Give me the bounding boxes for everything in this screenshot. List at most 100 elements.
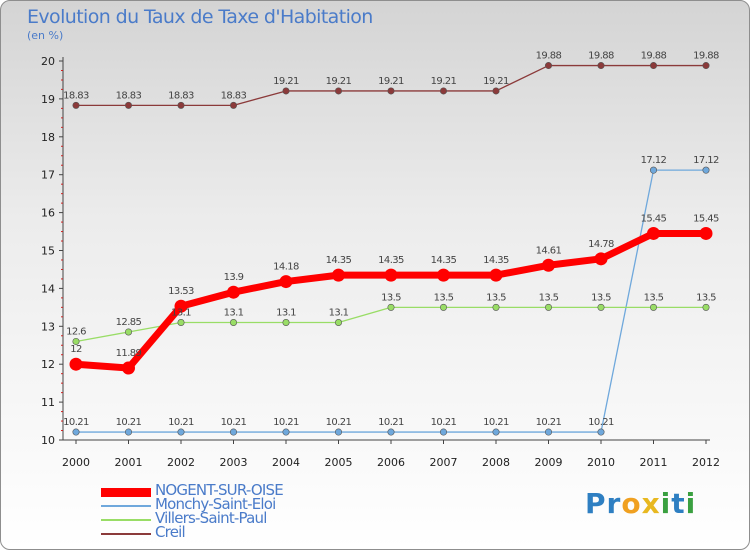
data-label: 14.78 bbox=[588, 239, 614, 250]
data-point bbox=[72, 101, 80, 109]
data-point bbox=[125, 101, 133, 109]
x-tick-label: 2001 bbox=[115, 456, 143, 469]
data-label: 13.1 bbox=[329, 308, 349, 319]
data-label: 12 bbox=[70, 344, 82, 355]
data-point bbox=[177, 319, 185, 327]
data-label: 19.21 bbox=[378, 76, 404, 87]
data-label: 10.21 bbox=[63, 417, 89, 428]
data-label: 15.45 bbox=[641, 213, 667, 224]
data-point bbox=[334, 87, 342, 95]
logo-letter: t bbox=[671, 487, 686, 520]
data-label: 10.21 bbox=[273, 417, 299, 428]
data-label: 17.12 bbox=[641, 155, 667, 166]
data-point bbox=[72, 337, 80, 345]
logo-letter: x bbox=[641, 487, 661, 520]
data-label: 13.1 bbox=[171, 308, 191, 319]
data-point bbox=[439, 87, 447, 95]
data-label: 19.21 bbox=[431, 76, 457, 87]
data-label: 13.5 bbox=[486, 292, 506, 303]
x-tick-label: 2012 bbox=[692, 456, 720, 469]
data-point bbox=[227, 285, 240, 299]
data-point bbox=[387, 428, 395, 436]
data-label: 14.18 bbox=[273, 262, 299, 273]
legend-swatch bbox=[101, 487, 151, 497]
legend-item: Villers-Saint-Paul bbox=[101, 509, 361, 527]
data-point bbox=[177, 428, 185, 436]
data-label: 13.1 bbox=[224, 308, 244, 319]
data-label: 14.35 bbox=[378, 255, 404, 266]
logo-letter: i bbox=[660, 487, 672, 520]
data-point bbox=[647, 226, 660, 240]
data-label: 13.5 bbox=[434, 292, 454, 303]
data-point bbox=[384, 268, 398, 282]
data-point bbox=[544, 62, 552, 70]
data-point bbox=[230, 319, 238, 327]
x-tick-label: 2011 bbox=[640, 456, 668, 469]
data-label: 13.5 bbox=[539, 292, 559, 303]
y-tick-label: 10 bbox=[41, 434, 55, 447]
x-tick-label: 2003 bbox=[220, 456, 248, 469]
data-label: 19.21 bbox=[273, 76, 299, 87]
data-label: 14.35 bbox=[483, 255, 509, 266]
data-point bbox=[594, 252, 608, 266]
data-label: 18.83 bbox=[221, 90, 247, 101]
data-point bbox=[544, 303, 552, 311]
data-label: 19.88 bbox=[588, 51, 614, 62]
legend-label: Villers-Saint-Paul bbox=[155, 509, 267, 527]
y-tick-label: 18 bbox=[41, 131, 55, 144]
data-label: 18.83 bbox=[63, 90, 89, 101]
data-point bbox=[230, 428, 238, 436]
data-point bbox=[439, 428, 447, 436]
data-point bbox=[387, 303, 395, 311]
legend-label: Monchy-Saint-Eloi bbox=[155, 495, 276, 513]
x-tick-label: 2000 bbox=[62, 456, 90, 469]
data-point bbox=[334, 428, 342, 436]
logo-letter: o bbox=[621, 487, 642, 520]
legend-label: NOGENT-SUR-OISE bbox=[155, 481, 284, 499]
data-label: 10.21 bbox=[536, 417, 562, 428]
data-point bbox=[597, 303, 605, 311]
data-point bbox=[702, 303, 710, 311]
data-label: 10.21 bbox=[116, 417, 142, 428]
data-point bbox=[597, 428, 605, 436]
data-label: 19.88 bbox=[641, 51, 667, 62]
y-tick-label: 17 bbox=[41, 169, 55, 182]
data-point bbox=[230, 101, 238, 109]
data-label: 13.9 bbox=[224, 272, 244, 283]
x-tick-label: 2006 bbox=[377, 456, 405, 469]
data-label: 19.88 bbox=[536, 51, 562, 62]
logo-letter: P bbox=[585, 487, 607, 520]
data-label: 18.83 bbox=[116, 90, 142, 101]
data-label: 12.85 bbox=[116, 317, 142, 328]
data-point bbox=[72, 428, 80, 436]
data-label: 15.45 bbox=[693, 213, 719, 224]
x-tick-label: 2010 bbox=[587, 456, 615, 469]
x-tick-label: 2008 bbox=[482, 456, 510, 469]
data-point bbox=[702, 166, 710, 174]
y-tick-label: 19 bbox=[41, 93, 55, 106]
legend-item: Creil bbox=[101, 525, 361, 541]
data-point bbox=[649, 303, 657, 311]
data-point bbox=[282, 319, 290, 327]
legend-swatch bbox=[101, 505, 151, 507]
data-label: 10.21 bbox=[168, 417, 194, 428]
data-label: 13.5 bbox=[591, 292, 611, 303]
logo-letter: i bbox=[685, 487, 697, 520]
y-tick-label: 15 bbox=[41, 245, 55, 258]
data-label: 19.21 bbox=[483, 76, 509, 87]
data-point bbox=[492, 87, 500, 95]
data-point bbox=[649, 62, 657, 70]
data-point bbox=[489, 268, 503, 282]
data-point bbox=[387, 87, 395, 95]
x-tick-label: 2009 bbox=[535, 456, 563, 469]
data-point bbox=[439, 303, 447, 311]
data-label: 19.21 bbox=[326, 76, 352, 87]
data-point bbox=[282, 87, 290, 95]
data-label: 13.1 bbox=[276, 308, 296, 319]
y-tick-label: 11 bbox=[41, 396, 55, 409]
logo-letter: r bbox=[606, 487, 622, 520]
x-tick-label: 2004 bbox=[272, 456, 300, 469]
legend-swatch bbox=[101, 519, 151, 521]
legend-item: NOGENT-SUR-OISE bbox=[101, 481, 361, 499]
